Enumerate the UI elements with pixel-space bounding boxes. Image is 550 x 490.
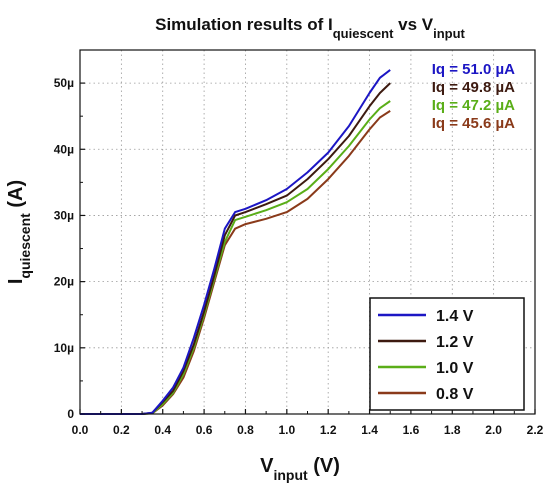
x-axis-label: Vinput (V) (260, 455, 340, 483)
series-line-0-8-v (80, 110, 391, 415)
y-tick-label: 20µ (54, 275, 74, 289)
annotation-4: Iq = 45.6 µA (432, 115, 515, 132)
series-line-1-0-v (80, 100, 391, 415)
iq-annotations: Iq = 51.0 µA Iq = 49.8 µA Iq = 47.2 µA I… (432, 61, 515, 132)
series-line-1-2-v (80, 82, 391, 415)
series-line-1-4-v (80, 69, 391, 415)
x-tick-label: 1.4 (361, 423, 378, 437)
x-tick-label: 0.8 (237, 423, 254, 437)
x-tick-label: 1.0 (278, 423, 295, 437)
series-lines (80, 69, 391, 415)
y-tick-label: 30µ (54, 208, 74, 222)
y-tick-label: 40µ (54, 142, 74, 156)
y-axis-label: Iquiescent (A) (5, 180, 33, 284)
x-tick-label: 0.2 (113, 423, 130, 437)
x-tick-label: 0.6 (196, 423, 213, 437)
x-tick-label: 1.8 (444, 423, 461, 437)
x-tick-label: 2.2 (527, 423, 544, 437)
legend-label-1-0v: 1.0 V (436, 360, 474, 377)
chart-title: Simulation results of Iquiescent vs Vinp… (155, 15, 465, 41)
annotation-3: Iq = 47.2 µA (432, 97, 515, 114)
annotation-1: Iq = 51.0 µA (432, 61, 515, 78)
y-tick-label: 10µ (54, 341, 74, 355)
y-tick-label: 0 (67, 407, 74, 421)
annotation-2: Iq = 49.8 µA (432, 79, 515, 96)
legend-label-0-8v: 0.8 V (436, 386, 474, 403)
x-tick-label: 2.0 (485, 423, 502, 437)
x-tick-label: 0.0 (72, 423, 89, 437)
y-axis-ticks: 0 10µ 20µ 30µ 40µ 50µ (54, 76, 85, 421)
x-tick-label: 0.4 (154, 423, 171, 437)
x-tick-label: 1.6 (403, 423, 420, 437)
x-axis-ticks: 0.0 0.2 0.4 0.6 0.8 1.0 1.2 1.4 1.6 1.8 2.0 2.2 (72, 409, 544, 437)
legend: 1.4 V 1.2 V 1.0 V 0.8 V (369, 297, 525, 411)
legend-label-1-2v: 1.2 V (436, 334, 474, 351)
legend-box (369, 297, 525, 411)
y-tick-label: 50µ (54, 76, 74, 90)
x-tick-label: 1.2 (320, 423, 337, 437)
legend-label-1-4v: 1.4 V (436, 308, 474, 325)
